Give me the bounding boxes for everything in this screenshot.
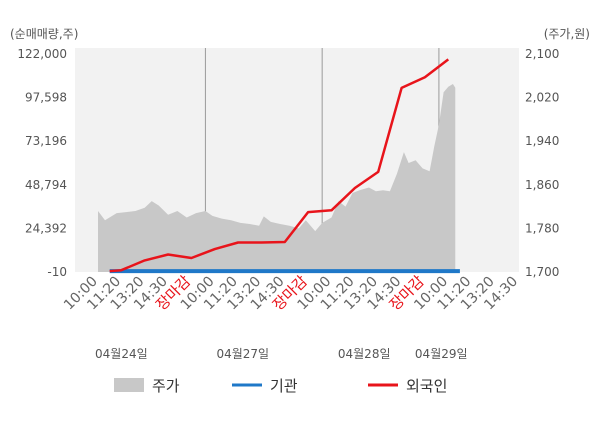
- price-area: [98, 84, 456, 272]
- legend: 주가 기관 외국인: [114, 377, 447, 395]
- legend-label: 주가: [152, 377, 180, 395]
- left-axis-ticks: 122,000 97,598 73,196 48,794 24,392 -10: [17, 47, 67, 279]
- left-axis-unit: (순매매량,주): [10, 27, 78, 41]
- left-tick-label: 48,794: [25, 178, 67, 192]
- flow-lines: [109, 58, 460, 274]
- right-tick-label: 1,780: [525, 221, 559, 235]
- right-tick-label: 1,940: [525, 134, 559, 148]
- legend-label: 기관: [270, 377, 298, 395]
- right-axis-ticks: 2,100 2,020 1,940 1,860 1,780 1,700: [525, 47, 559, 279]
- right-tick-label: 1,860: [525, 178, 559, 192]
- date-label: 04월24일: [95, 347, 148, 361]
- left-tick-label: 24,392: [25, 221, 67, 235]
- left-tick-label: 73,196: [25, 134, 67, 148]
- legend-swatch-주가: [114, 378, 144, 392]
- date-labels: 04월24일 04월27일 04월28일 04월29일: [95, 347, 468, 361]
- right-tick-label: 2,020: [525, 91, 559, 105]
- left-tick-label: 122,000: [17, 47, 67, 61]
- date-label: 04월29일: [415, 347, 468, 361]
- left-tick-label: -10: [47, 265, 67, 279]
- left-tick-label: 97,598: [25, 91, 67, 105]
- x-axis-ticks: 10:0011:2013:2014:30장마감10:0011:2013:2014…: [61, 272, 521, 314]
- series-외국인-line: [109, 58, 450, 273]
- series-주가-area: [98, 84, 456, 272]
- legend-label: 외국인: [406, 377, 447, 395]
- date-label: 04월27일: [216, 347, 269, 361]
- right-tick-label: 2,100: [525, 47, 559, 61]
- right-axis-unit: (주가,원): [544, 27, 590, 41]
- date-label: 04월28일: [338, 347, 391, 361]
- right-tick-label: 1,700: [525, 265, 559, 279]
